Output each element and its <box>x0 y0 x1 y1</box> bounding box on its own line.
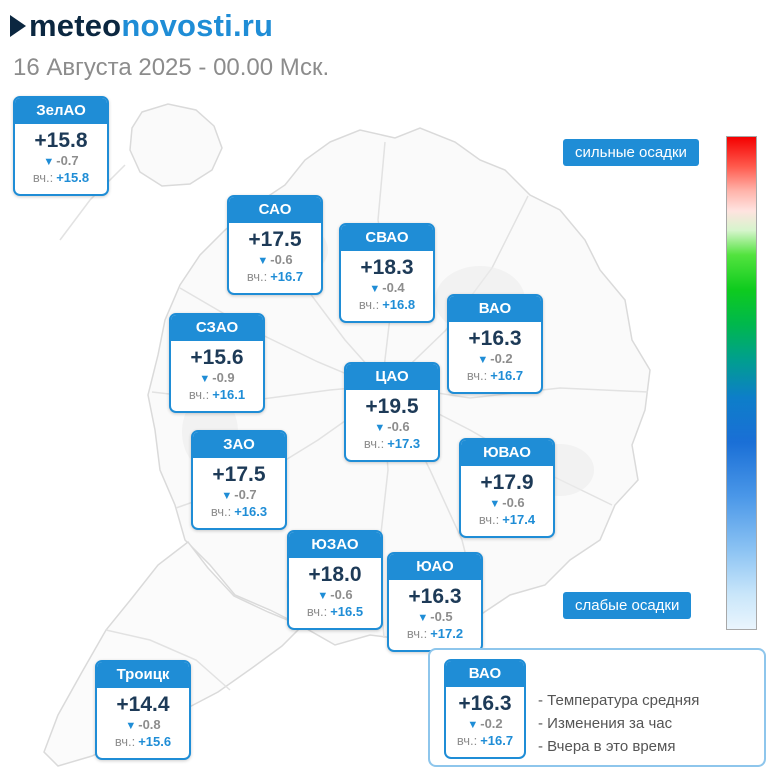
yesterday-label: вч.: <box>456 733 478 749</box>
district-temp: +18.0 <box>308 563 362 586</box>
district-temp: +18.3 <box>360 256 414 279</box>
district-change: -0.5 <box>430 609 453 625</box>
district-temp: +17.5 <box>248 228 302 251</box>
yesterday-label: вч.: <box>363 436 385 452</box>
down-arrow-icon: ▼ <box>199 373 211 386</box>
district-card-troick: Троицк +14.4 ▼ -0.8 вч.: +15.6 <box>95 660 191 760</box>
district-name: ЗелАО <box>15 98 107 124</box>
legend-line-temp: - Температура средняя <box>538 692 700 709</box>
logo-arrow-icon <box>10 15 26 37</box>
district-yesterday: +17.4 <box>502 512 536 528</box>
yesterday-label: вч.: <box>32 170 54 186</box>
yesterday-label: вч.: <box>466 368 488 384</box>
legend-example-card: ВАО +16.3 ▼ -0.2 вч.: +16.7 <box>444 659 526 759</box>
district-temp: +19.5 <box>365 395 419 418</box>
site-logo[interactable]: meteo novosti.ru <box>10 8 273 44</box>
district-change: -0.7 <box>56 153 79 169</box>
legend-description: - Температура средняя - Изменения за час… <box>538 689 699 758</box>
legend-panel: ВАО +16.3 ▼ -0.2 вч.: +16.7 - Температура … <box>428 648 766 767</box>
district-yesterday: +16.5 <box>330 604 364 620</box>
district-yesterday: +16.7 <box>480 733 514 749</box>
district-yesterday: +16.3 <box>234 504 268 520</box>
district-card-svao: СВАО +18.3 ▼ -0.4 вч.: +16.8 <box>339 223 435 323</box>
district-change: -0.7 <box>234 487 257 503</box>
legend-line-change: - Изменения за час <box>538 715 673 732</box>
down-arrow-icon: ▼ <box>257 255 269 268</box>
district-change: -0.6 <box>270 252 293 268</box>
district-card-yuzao: ЮЗАО +18.0 ▼ -0.6 вч.: +16.5 <box>287 530 383 630</box>
district-name: СЗАО <box>171 315 263 341</box>
district-change: -0.2 <box>480 716 503 732</box>
down-arrow-icon: ▼ <box>417 612 429 625</box>
yesterday-label: вч.: <box>306 604 328 620</box>
weak-precipitation-label: слабые осадки <box>563 592 692 619</box>
district-name: Троицк <box>97 662 189 688</box>
district-card-cao: ЦАО +19.5 ▼ -0.6 вч.: +17.3 <box>344 362 440 462</box>
yesterday-label: вч.: <box>478 512 500 528</box>
down-arrow-icon: ▼ <box>477 354 489 367</box>
precipitation-scale-bar <box>726 136 757 630</box>
district-temp: +16.3 <box>458 692 512 715</box>
district-name: ЦАО <box>346 364 438 390</box>
district-temp: +15.6 <box>190 346 244 369</box>
down-arrow-icon: ▼ <box>467 719 479 732</box>
date-text: 16 Августа 2025 - 00.00 Мск. <box>13 54 330 81</box>
district-name: ЗАО <box>193 432 285 458</box>
district-yesterday: +16.1 <box>212 387 246 403</box>
district-yesterday: +16.8 <box>382 297 416 313</box>
yesterday-label: вч.: <box>188 387 210 403</box>
district-change: -0.4 <box>382 280 405 296</box>
down-arrow-icon: ▼ <box>369 283 381 296</box>
logo-text-novosti: novosti.ru <box>121 8 274 43</box>
district-name: ЮАО <box>389 554 481 580</box>
district-name: ЮВАО <box>461 440 553 466</box>
yesterday-label: вч.: <box>114 734 136 750</box>
logo-text-meteo: meteo <box>29 8 122 43</box>
district-temp: +16.3 <box>408 585 462 608</box>
district-card-yuvao: ЮВАО +17.9 ▼ -0.6 вч.: +17.4 <box>459 438 555 538</box>
yesterday-label: вч.: <box>210 504 232 520</box>
yesterday-label: вч.: <box>246 269 268 285</box>
down-arrow-icon: ▼ <box>317 590 329 603</box>
district-name: ВАО <box>446 661 524 687</box>
down-arrow-icon: ▼ <box>125 720 137 733</box>
district-yesterday: +15.8 <box>56 170 90 186</box>
legend-line-yesterday: - Вчера в это время <box>538 738 676 755</box>
district-name: ЮЗАО <box>289 532 381 558</box>
down-arrow-icon: ▼ <box>221 490 233 503</box>
district-card-vao: ВАО +16.3 ▼ -0.2 вч.: +16.7 <box>447 294 543 394</box>
district-temp: +15.8 <box>34 129 88 152</box>
district-change: -0.2 <box>490 351 513 367</box>
district-change: -0.6 <box>330 587 353 603</box>
district-name: САО <box>229 197 321 223</box>
down-arrow-icon: ▼ <box>489 498 501 511</box>
down-arrow-icon: ▼ <box>43 156 55 169</box>
district-card-zelao: ЗелАО +15.8 ▼ -0.7 вч.: +15.8 <box>13 96 109 196</box>
district-yesterday: +15.6 <box>138 734 172 750</box>
district-yesterday: +16.7 <box>490 368 524 384</box>
district-change: -0.6 <box>387 419 410 435</box>
district-change: -0.8 <box>138 717 161 733</box>
yesterday-label: вч.: <box>406 626 428 642</box>
district-yesterday: +17.2 <box>430 626 464 642</box>
district-change: -0.9 <box>212 370 235 386</box>
district-temp: +17.5 <box>212 463 266 486</box>
district-change: -0.6 <box>502 495 525 511</box>
down-arrow-icon: ▼ <box>374 422 386 435</box>
district-yesterday: +17.3 <box>387 436 421 452</box>
district-card-szao: СЗАО +15.6 ▼ -0.9 вч.: +16.1 <box>169 313 265 413</box>
district-card-yuao: ЮАО +16.3 ▼ -0.5 вч.: +17.2 <box>387 552 483 652</box>
yesterday-label: вч.: <box>358 297 380 313</box>
district-temp: +17.9 <box>480 471 534 494</box>
district-name: СВАО <box>341 225 433 251</box>
district-yesterday: +16.7 <box>270 269 304 285</box>
district-card-sao: САО +17.5 ▼ -0.6 вч.: +16.7 <box>227 195 323 295</box>
district-card-zao: ЗАО +17.5 ▼ -0.7 вч.: +16.3 <box>191 430 287 530</box>
district-temp: +16.3 <box>468 327 522 350</box>
strong-precipitation-label: сильные осадки <box>563 139 699 166</box>
district-temp: +14.4 <box>116 693 170 716</box>
district-name: ВАО <box>449 296 541 322</box>
